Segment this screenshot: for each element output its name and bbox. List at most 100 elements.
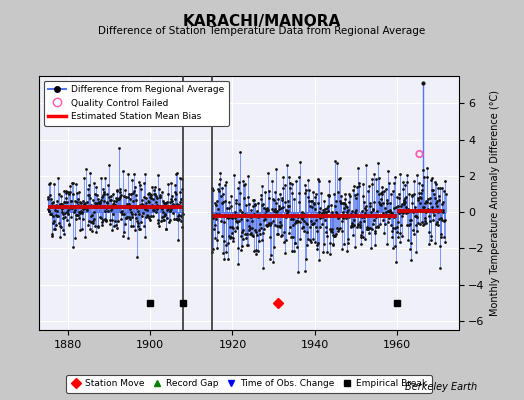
Text: KARACHI/MANORA: KARACHI/MANORA (183, 14, 341, 29)
Point (146, 212, 155, 219)
Point (442, 191, 450, 197)
Point (280, 250, 289, 256)
Point (399, 201, 408, 208)
Point (310, 206, 319, 212)
Point (170, 204, 179, 210)
Point (104, 208, 113, 214)
Point (128, 198, 137, 204)
Point (274, 211, 282, 218)
Point (165, 204, 173, 210)
Point (159, 198, 168, 204)
Point (130, 188, 138, 194)
Point (220, 218, 228, 225)
Point (150, 191, 159, 198)
Point (64, 207, 73, 213)
Point (265, 188, 274, 194)
Point (391, 259, 400, 265)
Point (427, 232, 435, 239)
Point (303, 236, 312, 242)
Point (78, 226, 86, 232)
Point (106, 207, 115, 214)
Point (210, 225, 218, 232)
Point (172, 201, 181, 207)
Point (71, 181, 80, 188)
Point (347, 211, 355, 217)
Point (114, 196, 123, 202)
Point (314, 240, 322, 246)
Point (253, 208, 261, 214)
Point (350, 222, 358, 228)
Point (400, 199, 408, 205)
Point (433, 221, 442, 228)
Point (152, 208, 160, 215)
Point (228, 230, 236, 236)
Point (329, 232, 337, 238)
Point (74, 202, 83, 209)
Point (270, 189, 279, 195)
Point (435, 265, 444, 271)
Point (407, 240, 416, 246)
Point (232, 218, 240, 224)
Point (49, 218, 58, 224)
Point (420, 218, 429, 224)
Point (298, 225, 307, 231)
Point (330, 233, 339, 239)
Point (370, 216, 378, 223)
Point (63, 199, 72, 205)
Point (49, 220, 57, 226)
Point (62, 217, 71, 223)
Point (258, 202, 266, 208)
Point (248, 232, 256, 238)
Point (357, 234, 365, 240)
Point (311, 239, 319, 245)
Point (75, 215, 83, 221)
Point (381, 209, 390, 215)
Point (441, 239, 449, 246)
Point (387, 222, 395, 228)
Point (429, 186, 438, 193)
Point (92, 228, 100, 235)
Point (127, 222, 135, 229)
Point (310, 219, 319, 226)
Point (71, 198, 80, 205)
Point (128, 214, 136, 220)
Point (368, 221, 377, 227)
Point (278, 197, 286, 204)
Point (160, 200, 169, 206)
Point (151, 184, 159, 190)
Point (405, 206, 413, 212)
Point (373, 208, 381, 214)
Point (84, 192, 93, 198)
Point (335, 226, 344, 232)
Point (214, 228, 223, 235)
Point (46, 180, 54, 186)
Point (126, 206, 134, 212)
Point (97, 196, 105, 203)
Point (307, 218, 315, 224)
Point (417, 187, 425, 194)
Point (256, 192, 265, 198)
Point (285, 174, 293, 180)
Point (138, 201, 146, 207)
Point (429, 209, 438, 215)
Point (376, 200, 385, 207)
Point (367, 244, 375, 251)
Point (167, 196, 175, 202)
Point (286, 185, 294, 191)
Point (368, 226, 376, 232)
Point (379, 199, 387, 206)
Point (307, 198, 315, 204)
Point (166, 216, 174, 223)
Point (143, 213, 151, 220)
Point (409, 231, 418, 238)
Point (396, 238, 405, 245)
Point (407, 193, 416, 199)
Point (115, 195, 124, 201)
Point (94, 224, 102, 230)
Point (62, 188, 70, 194)
Point (272, 166, 280, 172)
Point (217, 192, 225, 199)
Point (57, 224, 65, 231)
Point (237, 246, 246, 253)
Point (70, 208, 78, 215)
